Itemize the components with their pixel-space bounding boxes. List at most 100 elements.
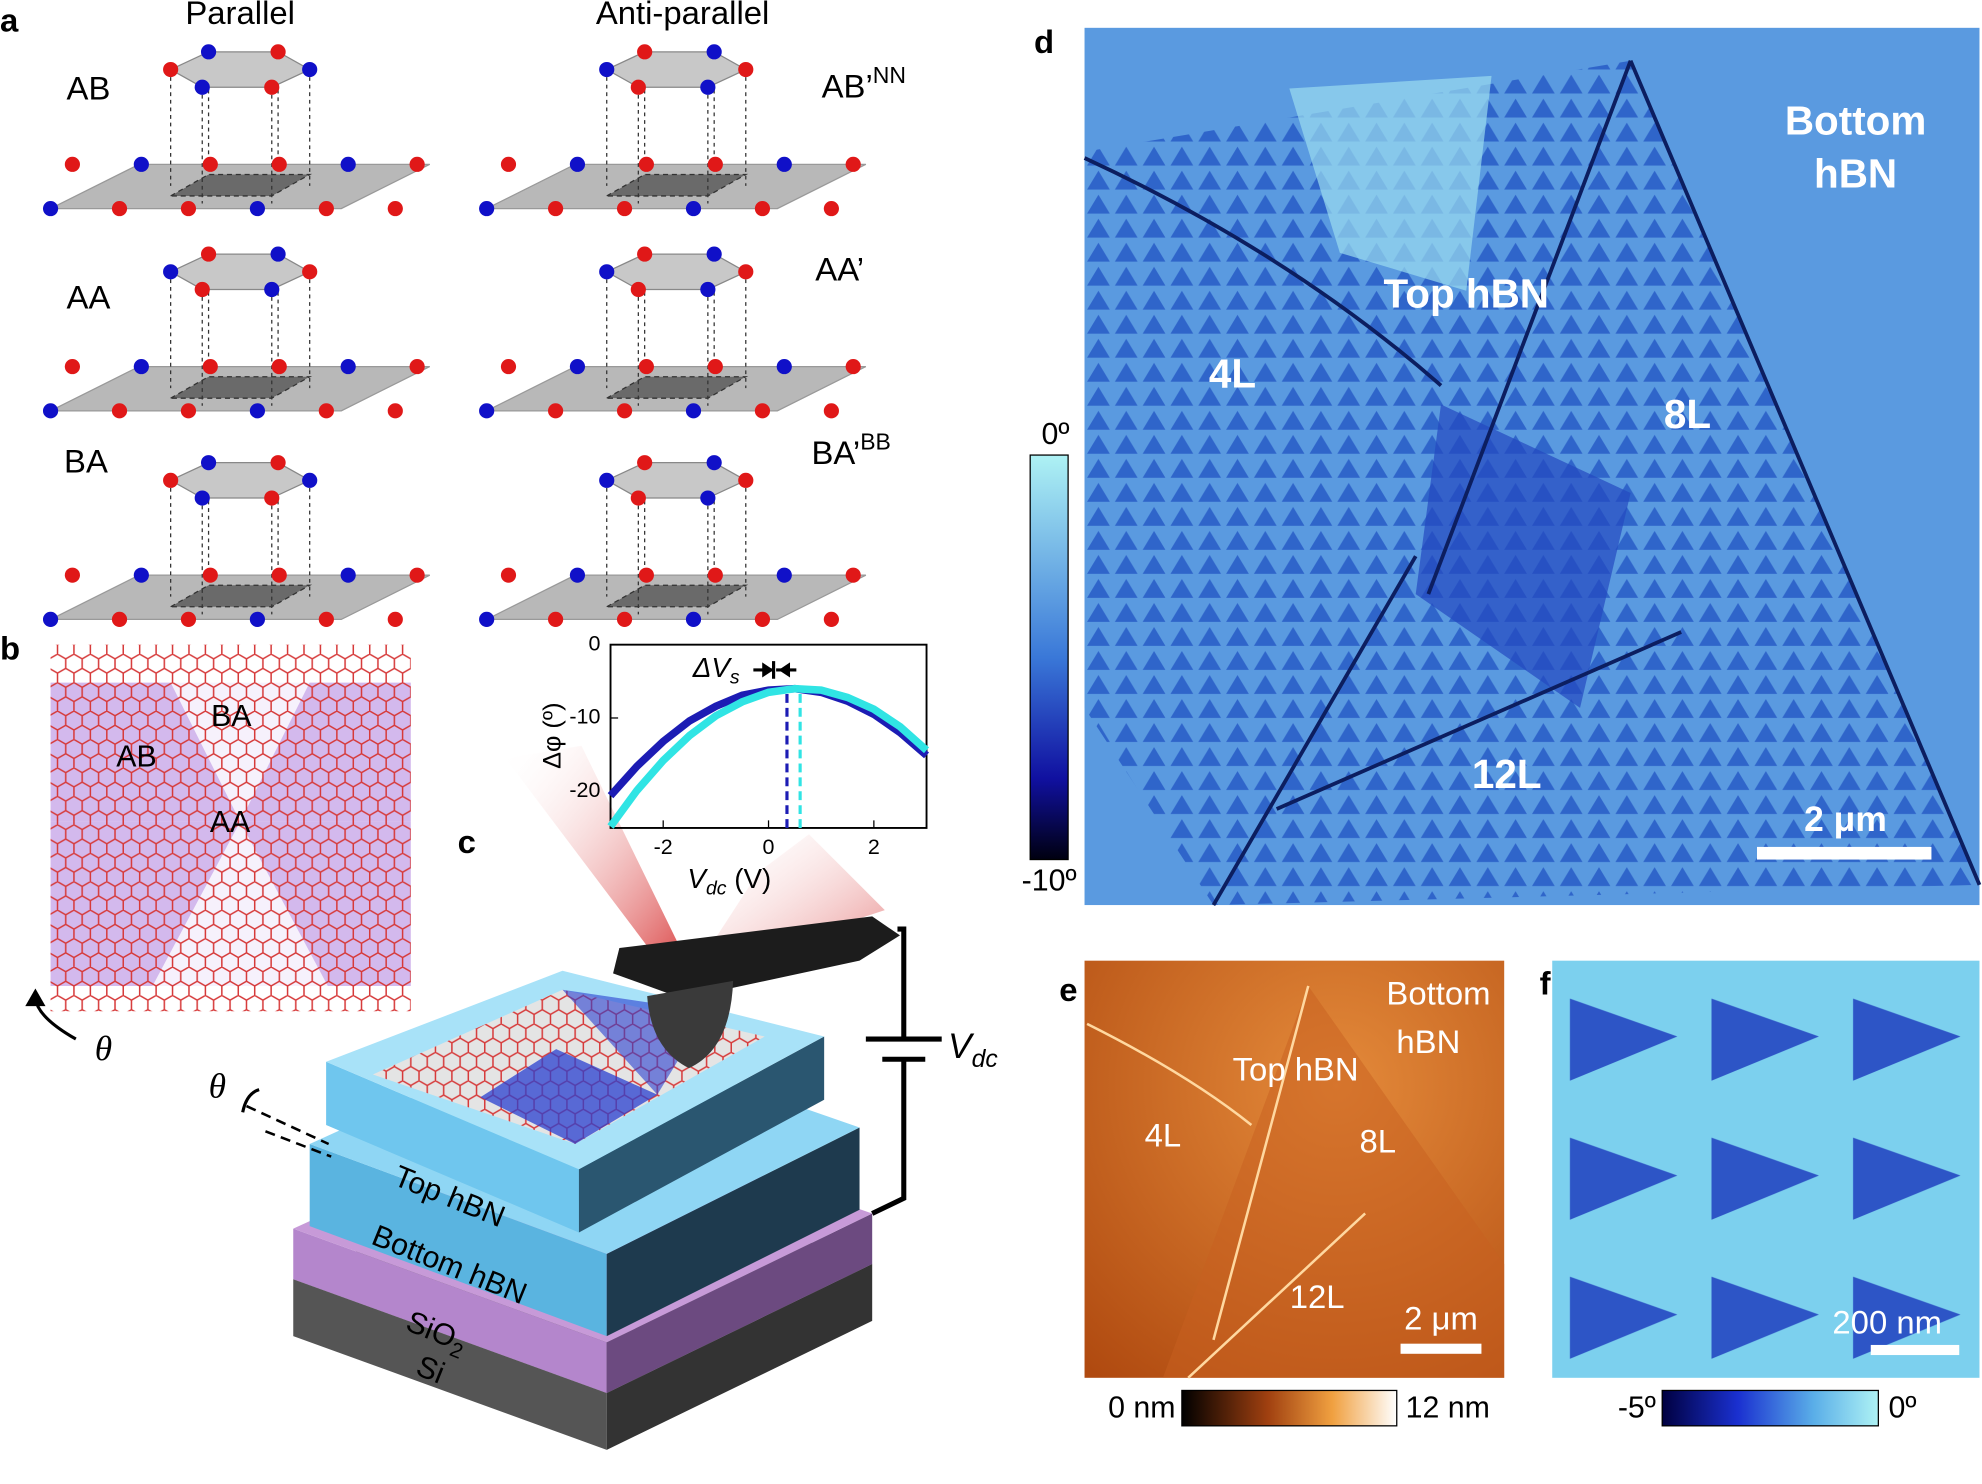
top-layer (169, 462, 312, 499)
label: Δφ (º) (538, 703, 566, 769)
top-layer (605, 462, 748, 499)
curve (607, 684, 930, 799)
atom (409, 358, 425, 375)
atom (616, 403, 633, 419)
atom (133, 156, 149, 172)
atom (42, 200, 59, 217)
atom (638, 358, 654, 375)
lattice-center (604, 173, 749, 197)
atom (264, 281, 280, 298)
label: AB (116, 740, 156, 773)
atom (387, 200, 403, 217)
fold-line (1086, 985, 1367, 1379)
subscript: s (730, 666, 740, 688)
atom (630, 490, 646, 506)
atom (637, 246, 653, 262)
atom (202, 358, 218, 375)
atom (845, 156, 861, 172)
lattice-center (168, 376, 313, 399)
atom (754, 403, 771, 419)
layer-side (606, 1127, 860, 1337)
label: 0 nm (1108, 1391, 1175, 1424)
atom (111, 200, 128, 217)
atom (270, 455, 286, 471)
label: 8L (1664, 391, 1711, 437)
layer-side (293, 1228, 607, 1393)
atom (64, 358, 80, 375)
atom (180, 403, 197, 419)
moire-area (1289, 75, 1492, 291)
atom (776, 358, 792, 375)
moire-region (480, 1049, 658, 1144)
atom (111, 611, 128, 627)
atom (318, 403, 334, 419)
atom (754, 200, 771, 217)
atom (302, 264, 318, 280)
atom (685, 611, 702, 627)
label-main: AB’ (822, 67, 873, 104)
label: Bottom (1386, 975, 1490, 1012)
curve (607, 684, 930, 829)
label: BA (211, 700, 252, 733)
atom (479, 200, 495, 217)
x-tick-label: 0 (763, 835, 775, 859)
atom (163, 61, 179, 78)
afm-image (1552, 960, 1980, 1378)
atom (200, 455, 217, 471)
atom (318, 611, 334, 627)
label: AB’NN (822, 62, 906, 104)
atom (387, 403, 403, 419)
label: e (1059, 971, 1077, 1008)
atom (630, 79, 646, 95)
moire-area (1415, 404, 1631, 708)
atom (340, 358, 356, 375)
atom (548, 611, 564, 627)
subscript: dc (706, 878, 727, 900)
layer-side (326, 1061, 579, 1233)
atom (271, 567, 287, 583)
lattice-center (604, 584, 749, 608)
atom (42, 403, 59, 419)
atom (249, 200, 265, 217)
label: f (1540, 965, 1551, 1002)
atom (707, 156, 723, 172)
atom (548, 403, 564, 419)
unit: (V) (727, 863, 772, 894)
scale-bar (1400, 1343, 1482, 1354)
atom (111, 403, 128, 419)
label: θ (95, 1028, 112, 1068)
label: 0º (1888, 1391, 1916, 1424)
atom (479, 403, 495, 419)
twist-arrow (241, 1088, 260, 1113)
superscript: NN (873, 62, 906, 88)
label: BA (64, 443, 108, 480)
atom (700, 281, 716, 298)
atom (200, 246, 217, 262)
atom (163, 264, 179, 280)
atom (700, 490, 716, 506)
label: Anti-parallel (596, 0, 770, 31)
lattice-center (168, 584, 313, 608)
atom (707, 358, 723, 375)
arrow-head (25, 988, 46, 1007)
atom (754, 611, 771, 627)
label-main: V (948, 1028, 975, 1067)
atom (180, 611, 197, 627)
atom (637, 44, 653, 60)
label: c (458, 823, 476, 860)
atom (845, 567, 861, 583)
label: -5º (1618, 1391, 1656, 1424)
moire-lattice (50, 644, 411, 1012)
label: AA’ (815, 250, 864, 287)
atom (163, 472, 179, 488)
atom (249, 611, 265, 627)
atom (685, 200, 702, 217)
label: AA (210, 806, 251, 839)
label: hBN (1814, 151, 1897, 197)
atom (318, 200, 334, 217)
layer-side (578, 1036, 825, 1233)
scale-bar (1870, 1344, 1960, 1356)
layer-side (606, 1264, 873, 1450)
atom (479, 611, 495, 627)
